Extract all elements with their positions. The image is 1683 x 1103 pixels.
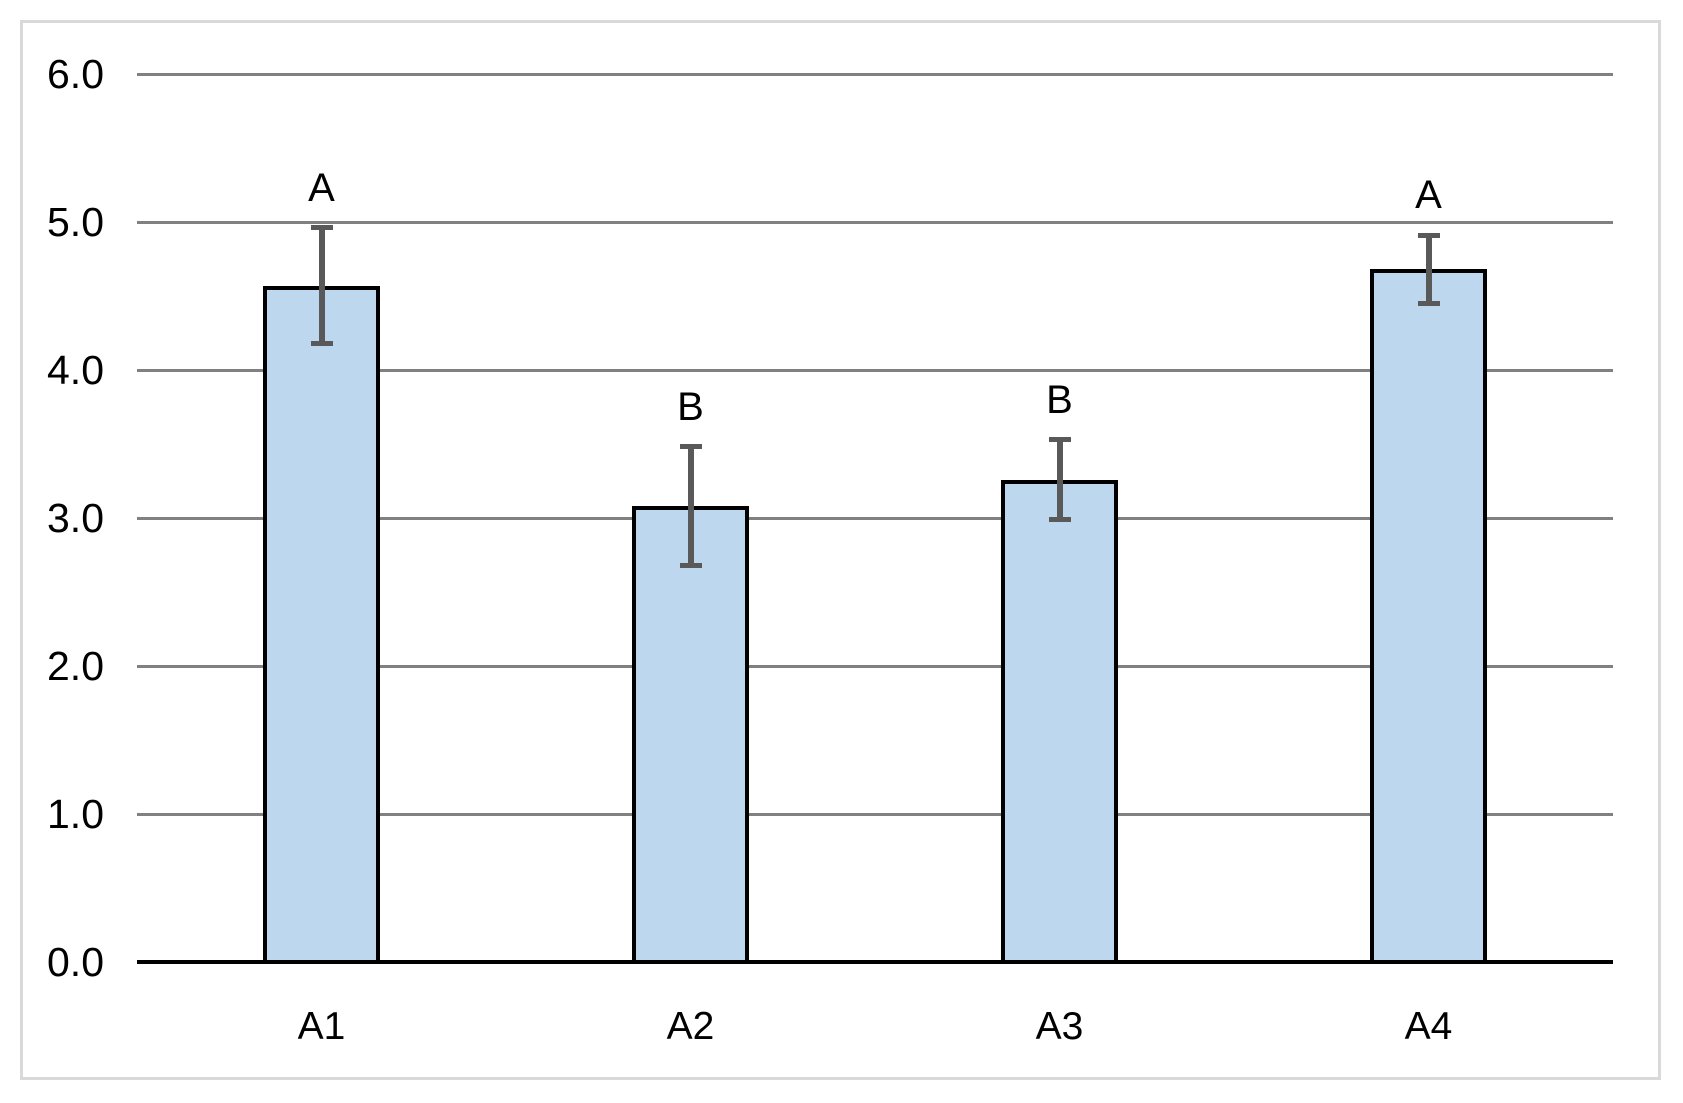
gridline xyxy=(137,664,1613,668)
bar-A3 xyxy=(1001,479,1118,964)
x-tick-label-A3: A3 xyxy=(1035,1005,1084,1048)
y-tick-label: 6.0 xyxy=(47,51,104,97)
significance-letter-A3: B xyxy=(1046,377,1073,422)
error-bar-line-A4 xyxy=(1425,235,1432,304)
gridline xyxy=(137,812,1613,816)
significance-letter-A4: A xyxy=(1415,173,1442,218)
bar-A2 xyxy=(632,506,749,964)
y-tick-label: 1.0 xyxy=(47,791,104,837)
significance-letter-A2: B xyxy=(677,384,704,429)
gridline xyxy=(137,516,1613,520)
error-bar-bottom-cap-A1 xyxy=(310,340,333,346)
error-bar-top-cap-A3 xyxy=(1048,437,1071,443)
chart-frame xyxy=(20,20,1661,1080)
bar-A4 xyxy=(1370,269,1487,964)
y-tick-label: 3.0 xyxy=(47,495,104,541)
error-bar-top-cap-A1 xyxy=(310,225,333,231)
y-tick-label: 4.0 xyxy=(47,347,104,393)
error-bar-bottom-cap-A4 xyxy=(1417,300,1440,306)
y-tick-label: 0.0 xyxy=(47,939,104,985)
error-bar-bottom-cap-A3 xyxy=(1048,516,1071,522)
gridline xyxy=(137,72,1613,76)
y-tick-label: 5.0 xyxy=(47,199,104,245)
error-bar-line-A2 xyxy=(687,446,694,566)
error-bar-line-A1 xyxy=(318,227,325,344)
gridline xyxy=(137,220,1613,224)
error-bar-top-cap-A4 xyxy=(1417,232,1440,238)
x-tick-label-A2: A2 xyxy=(666,1005,715,1048)
x-tick-label-A1: A1 xyxy=(297,1005,346,1048)
y-tick-label: 2.0 xyxy=(47,643,104,689)
gridline xyxy=(137,368,1613,372)
x-tick-label-A4: A4 xyxy=(1404,1005,1453,1048)
error-bar-top-cap-A2 xyxy=(679,444,702,450)
error-bar-bottom-cap-A2 xyxy=(679,562,702,568)
error-bar-line-A3 xyxy=(1056,439,1063,520)
bar-A1 xyxy=(263,285,380,964)
x-axis-line xyxy=(137,960,1613,964)
significance-letter-A1: A xyxy=(308,165,335,210)
